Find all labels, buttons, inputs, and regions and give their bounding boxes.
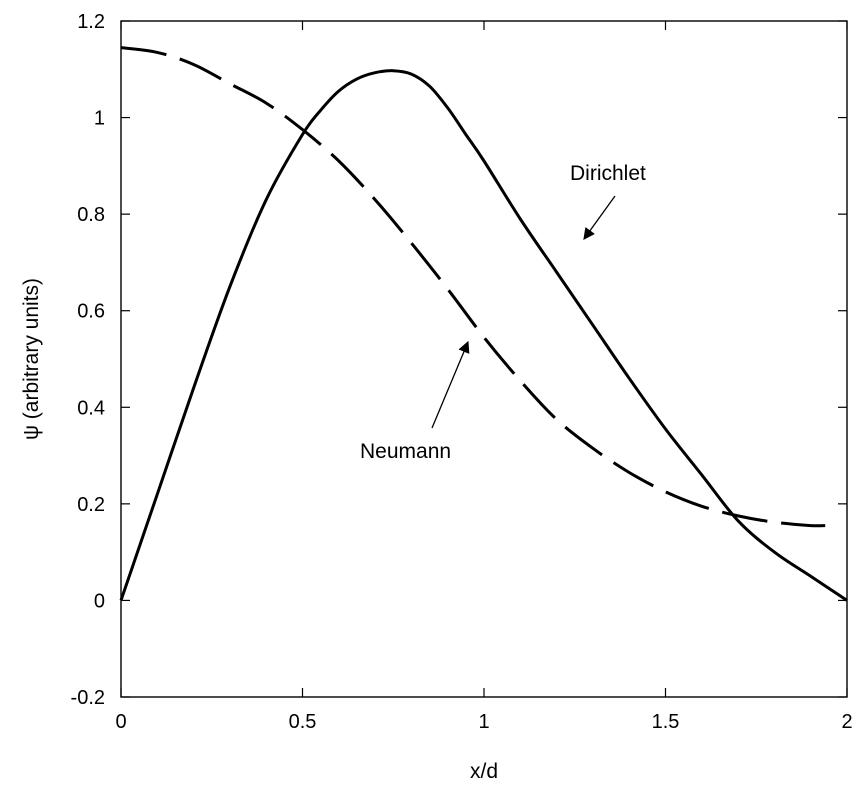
dirichlet-series-line: [119, 69, 848, 602]
x-tick-label: 1.5: [652, 711, 680, 733]
neumann-series-line: [120, 46, 826, 528]
plot-frame: [120, 20, 848, 698]
series-layer: [119, 46, 848, 602]
y-tick-label: 1: [94, 108, 105, 130]
dirichlet-annotation: Dirichlet: [570, 162, 646, 185]
neumann-annotation: Neumann: [360, 440, 451, 463]
y-tick-label: 0: [94, 590, 105, 612]
dirichlet-arrow: [583, 195, 616, 240]
x-tick-label: 0.5: [289, 711, 317, 733]
ticks-layer: 0 0.5 1 1.5 2 -0.2 0 0.2 0.4 0.6 0.8 1 1.2: [71, 11, 853, 733]
y-tick-label: 1.2: [77, 11, 105, 33]
x-tick-label: 0: [115, 711, 126, 733]
neumann-arrow: [431, 340, 470, 429]
y-axis-label: ψ (arbitrary units): [20, 278, 43, 440]
x-tick-label: 1: [478, 711, 489, 733]
y-tick-label: 0.8: [77, 204, 105, 226]
y-tick-label: 0.2: [77, 494, 105, 516]
x-tick-label: 2: [841, 711, 852, 733]
y-tick-label: 0.6: [77, 301, 105, 323]
y-tick-label: 0.4: [77, 397, 105, 419]
y-tick-label: -0.2: [71, 687, 105, 709]
x-axis-label: x/d: [470, 760, 498, 783]
